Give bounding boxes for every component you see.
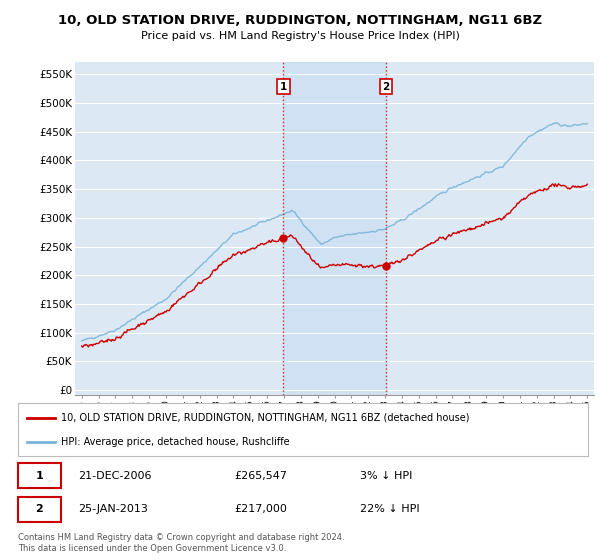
FancyBboxPatch shape — [18, 497, 61, 521]
FancyBboxPatch shape — [18, 464, 61, 488]
Text: 2: 2 — [383, 82, 390, 92]
Text: This data is licensed under the Open Government Licence v3.0.: This data is licensed under the Open Gov… — [18, 544, 286, 553]
Text: 21-DEC-2006: 21-DEC-2006 — [78, 470, 151, 480]
Text: 10, OLD STATION DRIVE, RUDDINGTON, NOTTINGHAM, NG11 6BZ (detached house): 10, OLD STATION DRIVE, RUDDINGTON, NOTTI… — [61, 413, 469, 423]
Text: 22% ↓ HPI: 22% ↓ HPI — [360, 504, 419, 514]
Text: HPI: Average price, detached house, Rushcliffe: HPI: Average price, detached house, Rush… — [61, 437, 289, 447]
Text: £265,547: £265,547 — [235, 470, 287, 480]
Text: Contains HM Land Registry data © Crown copyright and database right 2024.: Contains HM Land Registry data © Crown c… — [18, 533, 344, 542]
Text: 2: 2 — [35, 504, 43, 514]
Text: 10, OLD STATION DRIVE, RUDDINGTON, NOTTINGHAM, NG11 6BZ: 10, OLD STATION DRIVE, RUDDINGTON, NOTTI… — [58, 14, 542, 27]
Text: Price paid vs. HM Land Registry's House Price Index (HPI): Price paid vs. HM Land Registry's House … — [140, 31, 460, 41]
Text: 3% ↓ HPI: 3% ↓ HPI — [360, 470, 412, 480]
Text: 1: 1 — [280, 82, 287, 92]
Text: £217,000: £217,000 — [235, 504, 287, 514]
Text: 25-JAN-2013: 25-JAN-2013 — [78, 504, 148, 514]
Bar — [283, 62, 386, 395]
Text: 1: 1 — [35, 470, 43, 480]
